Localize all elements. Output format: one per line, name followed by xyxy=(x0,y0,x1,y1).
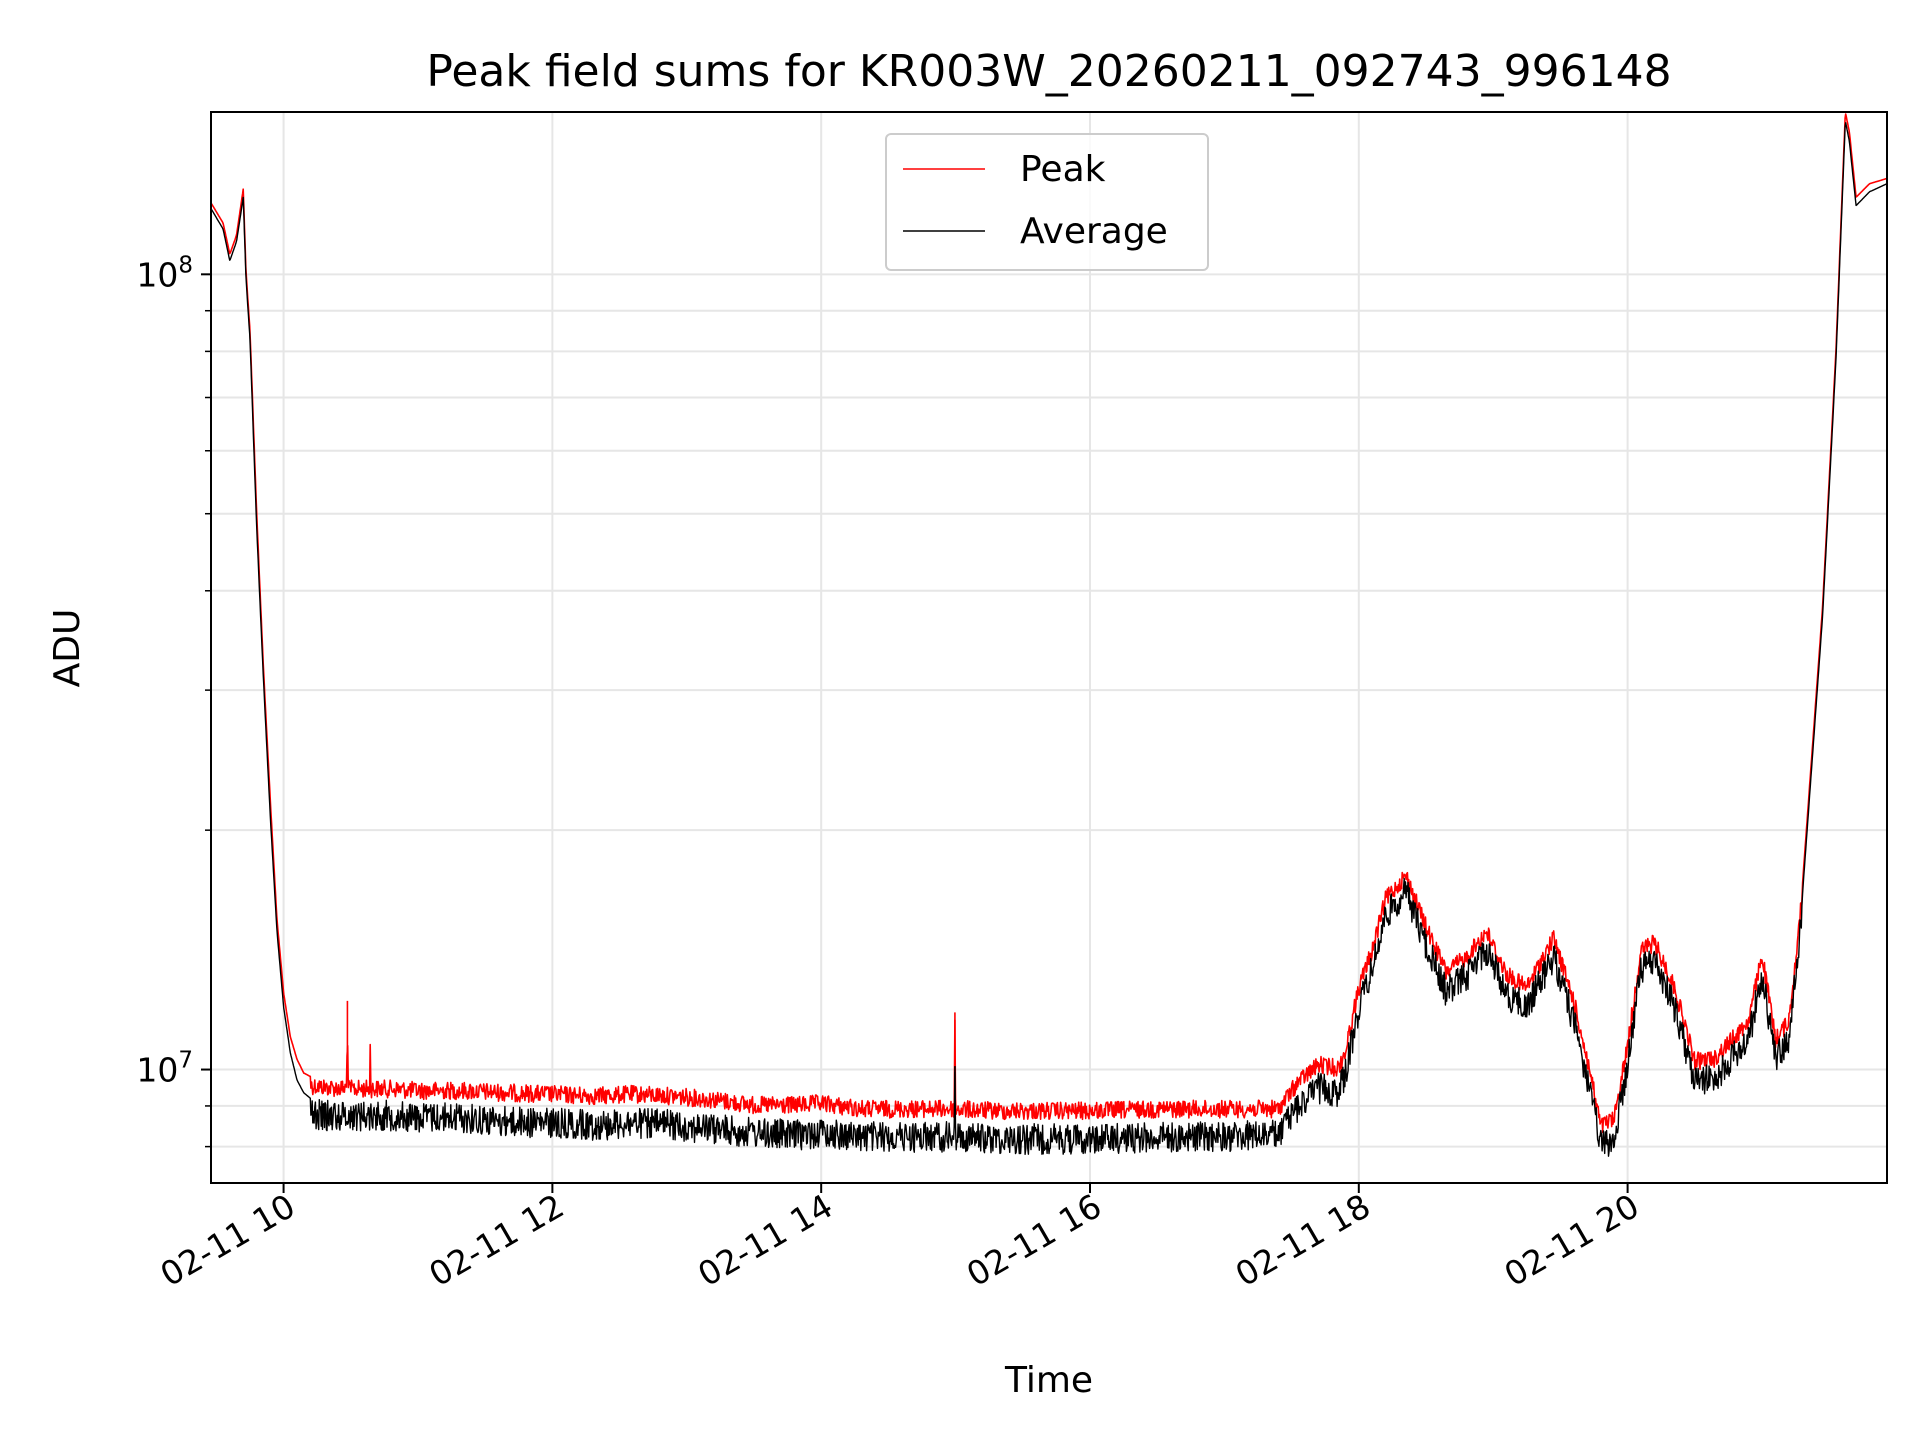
series-line-average xyxy=(210,122,1888,1157)
legend-label-average: Average xyxy=(1020,211,1168,252)
y-axis-label: ADU xyxy=(47,609,88,688)
y-tick-label: 108 xyxy=(136,252,193,294)
y-tick-label: 107 xyxy=(136,1048,193,1090)
legend-box xyxy=(885,133,1209,271)
series-layer xyxy=(210,113,1888,1157)
chart-title: Peak field sums for KR003W_20260211_0927… xyxy=(426,46,1671,97)
ticks xyxy=(201,273,1629,1193)
series-line-peak xyxy=(210,113,1888,1134)
legend: Peak Average xyxy=(885,133,1209,271)
x-axis-label: Time xyxy=(1004,1360,1093,1401)
legend-label-peak: Peak xyxy=(1020,149,1106,190)
plot-frame xyxy=(210,111,1888,1184)
grid xyxy=(211,112,1887,1183)
y-tick-labels: 107 108 xyxy=(136,252,193,1089)
